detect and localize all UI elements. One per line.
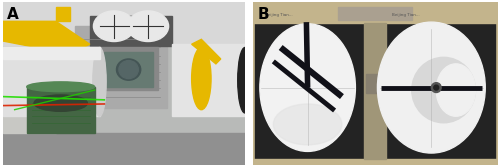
Polygon shape <box>192 39 221 64</box>
Bar <box>2 47 245 133</box>
Ellipse shape <box>93 47 106 116</box>
Bar <box>2 133 245 165</box>
Text: Beijing Tian...: Beijing Tian... <box>392 13 420 17</box>
Ellipse shape <box>192 47 211 110</box>
Ellipse shape <box>34 95 88 111</box>
Ellipse shape <box>412 57 476 123</box>
Ellipse shape <box>94 11 134 42</box>
Bar <box>172 44 245 116</box>
Bar <box>104 52 153 87</box>
Ellipse shape <box>378 22 485 153</box>
Bar <box>366 74 384 93</box>
Polygon shape <box>2 21 90 54</box>
Bar <box>2 2 245 47</box>
Bar <box>27 87 94 133</box>
Ellipse shape <box>432 83 441 93</box>
Polygon shape <box>56 7 70 21</box>
Text: Beijing Tian...: Beijing Tian... <box>265 13 292 17</box>
Bar <box>252 2 498 23</box>
Bar <box>255 23 495 159</box>
Ellipse shape <box>434 85 438 90</box>
Ellipse shape <box>128 11 168 42</box>
Text: A: A <box>8 7 19 22</box>
Bar <box>2 47 100 116</box>
Bar <box>364 23 386 159</box>
Bar <box>75 26 168 108</box>
Ellipse shape <box>436 64 476 116</box>
Ellipse shape <box>116 59 140 80</box>
Bar <box>252 159 498 165</box>
Bar <box>100 47 158 90</box>
Ellipse shape <box>260 24 356 151</box>
Bar <box>90 16 138 46</box>
Ellipse shape <box>119 61 139 79</box>
Ellipse shape <box>274 104 342 145</box>
Bar <box>124 16 172 46</box>
Bar <box>2 47 100 59</box>
Ellipse shape <box>238 47 252 113</box>
Bar <box>338 7 412 20</box>
Bar <box>2 47 56 133</box>
Ellipse shape <box>26 82 94 92</box>
Text: B: B <box>258 7 269 22</box>
